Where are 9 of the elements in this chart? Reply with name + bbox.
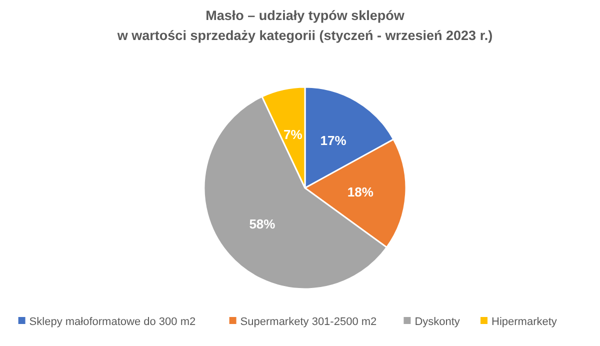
data-label: 17% [320, 133, 347, 148]
data-label: 7% [283, 126, 303, 142]
legend-label: Dyskonty [414, 316, 460, 328]
legend-label: Supermarkety 301-2500 m2 [240, 316, 377, 328]
chart-title: Masło – udziały typów sklepów w wartości sprzedaży kategorii (styczeń - wrzesień 2023 r.) [116, 8, 493, 43]
data-label: 58% [249, 216, 276, 232]
data-label: 18% [347, 184, 374, 200]
legend-label: Sklepy małoformatowe do 300 m2 [29, 316, 196, 328]
legend-label: Hipermarkety [492, 316, 558, 328]
